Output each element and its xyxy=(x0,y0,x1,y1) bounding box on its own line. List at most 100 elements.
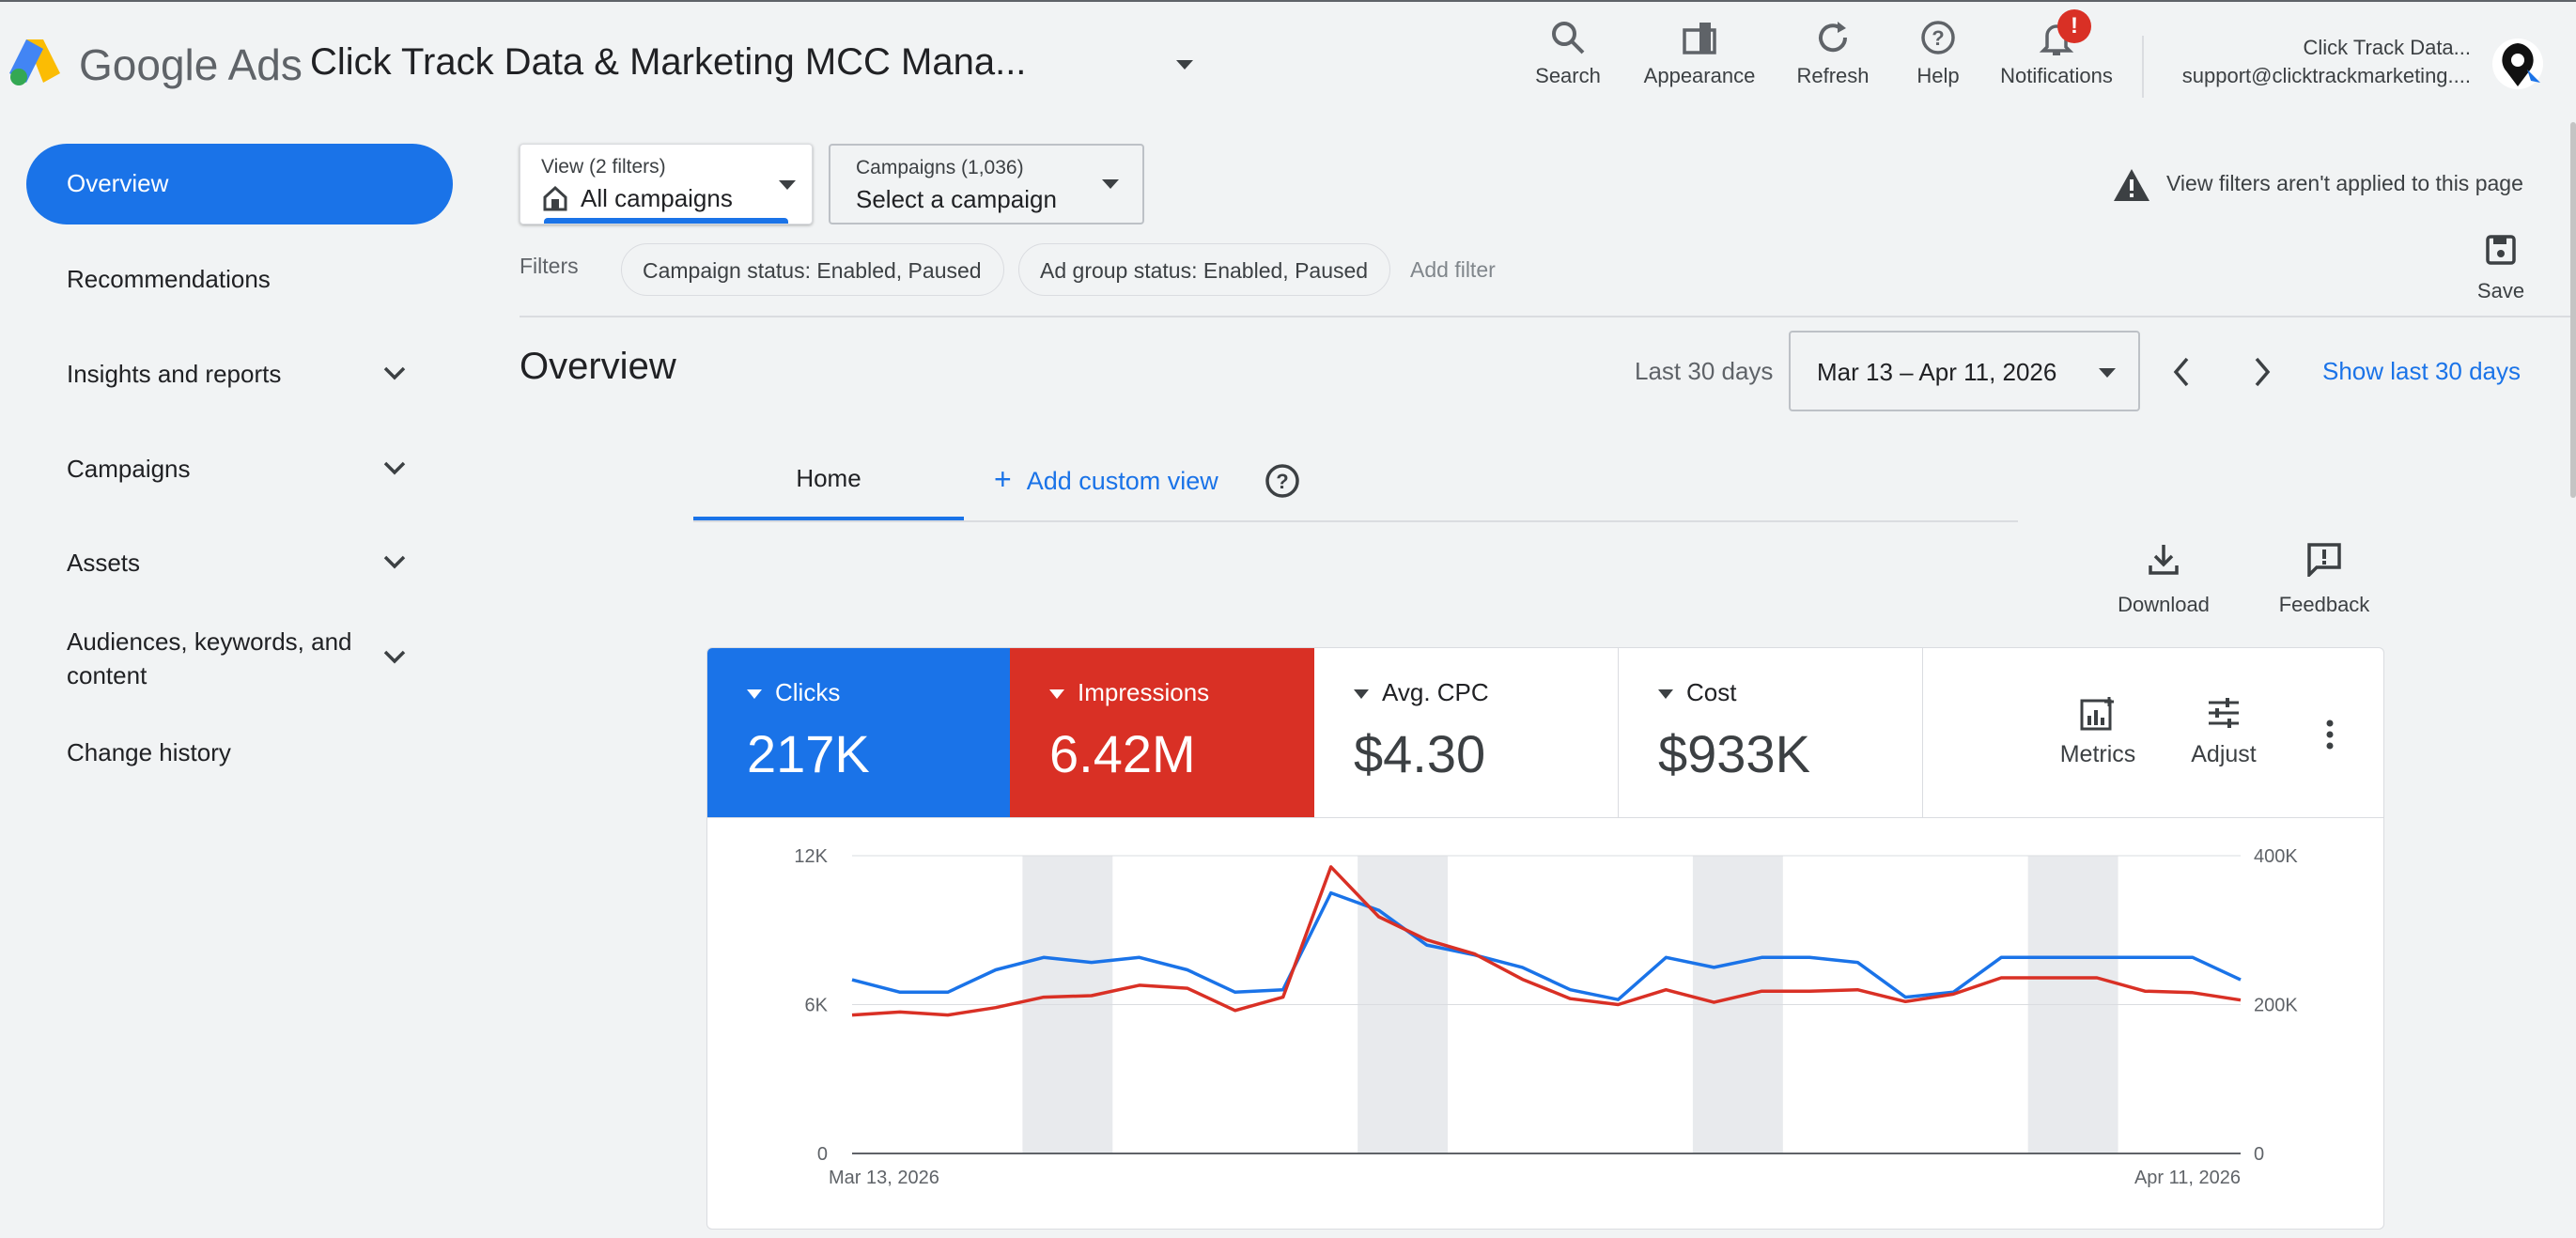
google-ads-logo[interactable]: Google Ads xyxy=(79,40,303,89)
metric-impressions[interactable]: Impressions 6.42M xyxy=(1010,648,1314,817)
sidebar-item-assets[interactable]: Assets xyxy=(67,549,141,577)
sidebar-item-label: Overview xyxy=(67,169,169,197)
account-title[interactable]: Click Track Data & Marketing MCC Mana... xyxy=(310,41,1027,83)
y-right-tick-label: 400K xyxy=(2254,846,2298,867)
tab-home-indicator xyxy=(693,517,964,520)
download-label: Download xyxy=(2118,593,2210,616)
chevron-right-icon[interactable] xyxy=(2249,355,2275,389)
campaign-selector-caption: Campaigns (1,036) xyxy=(856,157,1024,178)
date-range-picker[interactable]: Mar 13 – Apr 11, 2026 xyxy=(1789,331,2140,411)
warning-icon xyxy=(2114,169,2149,201)
tab-home[interactable]: Home xyxy=(693,464,964,520)
metric-avg-cpc[interactable]: Avg. CPC $4.30 xyxy=(1314,648,1619,817)
view-selector-caption: View (2 filters) xyxy=(541,156,666,178)
metrics-divider xyxy=(707,817,2383,818)
save-button[interactable]: Save xyxy=(2458,233,2544,303)
sidebar-item-campaigns[interactable]: Campaigns xyxy=(67,455,191,483)
dropdown-arrow-icon xyxy=(1354,689,1369,700)
series-line-impressions xyxy=(851,865,2242,1017)
search-tool[interactable]: Search xyxy=(1497,19,1638,88)
sidebar-item-audiences[interactable]: Audiences, keywords, and content xyxy=(67,627,352,689)
refresh-icon xyxy=(1819,22,1848,53)
dropdown-arrow-icon xyxy=(747,689,762,700)
chevron-down-icon[interactable] xyxy=(381,648,408,667)
help-icon[interactable]: ? xyxy=(1264,462,1301,500)
plus-icon: + xyxy=(994,462,1012,496)
tabs-divider xyxy=(693,520,2018,522)
y-left-tick-label: 0 xyxy=(817,1144,828,1165)
account-dropdown-icon[interactable] xyxy=(1176,60,1193,70)
appearance-tool[interactable]: Appearance xyxy=(1629,19,1770,88)
sidebar-item-overview[interactable]: Overview xyxy=(26,144,453,224)
refresh-tool[interactable]: Refresh xyxy=(1762,19,1903,88)
campaign-selector[interactable]: Campaigns (1,036) Select a campaign xyxy=(829,144,1144,224)
avatar[interactable] xyxy=(2491,38,2544,90)
notifications-label: Notifications xyxy=(2000,64,2113,87)
download-icon xyxy=(2149,545,2179,575)
metric-name: Avg. CPC xyxy=(1382,678,1489,706)
home-icon xyxy=(543,185,567,211)
svg-text:?: ? xyxy=(1276,470,1288,493)
chevron-down-icon[interactable] xyxy=(381,364,408,383)
show-last-30-days-link[interactable]: Show last 30 days xyxy=(2322,357,2522,385)
download-button[interactable]: Download xyxy=(2104,541,2223,617)
view-selector-value: All campaigns xyxy=(581,184,733,212)
metric-cost[interactable]: Cost $933K xyxy=(1619,648,1923,817)
sidebar-item-change-history[interactable]: Change history xyxy=(67,738,231,766)
account-info[interactable]: Click Track Data... support@clicktrackma… xyxy=(2161,36,2471,88)
add-custom-view-label: Add custom view xyxy=(1026,467,1218,495)
appearance-icon xyxy=(1683,23,1716,54)
sidebar-item-insights[interactable]: Insights and reports xyxy=(67,360,282,388)
metric-clicks[interactable]: Clicks 217K xyxy=(707,648,1010,817)
adjust-button[interactable]: Adjust xyxy=(2177,695,2271,768)
filters-label: Filters xyxy=(520,254,579,278)
add-custom-view-button[interactable]: + Add custom view xyxy=(994,462,1218,497)
x-tick-label-start: Mar 13, 2026 xyxy=(829,1168,939,1188)
help-icon: ? xyxy=(1921,21,1955,54)
feedback-button[interactable]: Feedback xyxy=(2268,541,2381,617)
x-tick-label-end: Apr 11, 2026 xyxy=(2134,1168,2241,1188)
feedback-label: Feedback xyxy=(2278,593,2370,616)
y-left-tick-label: 6K xyxy=(805,996,829,1016)
page-scrollbar[interactable] xyxy=(2570,122,2576,498)
filter-chip-campaign-status[interactable]: Campaign status: Enabled, Paused xyxy=(621,243,1004,296)
dropdown-arrow-icon xyxy=(779,180,796,190)
notifications-tool[interactable]: Notifications xyxy=(1986,19,2127,88)
performance-card: Clicks 217K Impressions 6.42M Avg. CPC $… xyxy=(706,647,2384,1230)
metric-name: Cost xyxy=(1686,678,1737,706)
metrics-button[interactable]: Metrics xyxy=(2051,695,2145,768)
metric-name: Impressions xyxy=(1078,678,1210,706)
dropdown-arrow-icon xyxy=(1658,689,1673,700)
filters-divider xyxy=(520,316,2576,317)
dropdown-arrow-icon xyxy=(1049,689,1064,700)
top-bar: Google Ads Click Track Data & Marketing … xyxy=(0,0,2576,128)
search-icon xyxy=(1552,22,1585,54)
filter-chip-ad-group-status[interactable]: Ad group status: Enabled, Paused xyxy=(1018,243,1390,296)
y-left-tick-label: 12K xyxy=(794,846,828,867)
performance-chart: 0 0 6K 200K 12K 400K Mar 13, 2026 Apr 11, 2026 xyxy=(794,846,2298,1188)
help-label: Help xyxy=(1916,64,1960,87)
filters-notice: View filters aren't applied to this page xyxy=(2166,171,2523,195)
chevron-left-icon[interactable] xyxy=(2168,355,2195,389)
search-label: Search xyxy=(1535,64,1601,87)
sidebar-item-recommendations[interactable]: Recommendations xyxy=(67,265,271,293)
metric-value: $4.30 xyxy=(1354,724,1486,783)
more-options-icon[interactable] xyxy=(2323,718,2336,751)
google-ads-logo-icon xyxy=(9,39,60,85)
metric-name: Clicks xyxy=(775,678,841,706)
tab-home-label: Home xyxy=(796,464,861,492)
y-right-tick-label: 0 xyxy=(2254,1144,2264,1165)
feedback-icon xyxy=(2307,543,2341,580)
refresh-label: Refresh xyxy=(1796,64,1870,87)
chevron-down-icon[interactable] xyxy=(381,553,408,572)
chevron-down-icon[interactable] xyxy=(381,459,408,478)
help-tool[interactable]: ? Help xyxy=(1868,19,2009,88)
svg-text:?: ? xyxy=(1932,26,1944,50)
view-selector[interactable]: View (2 filters) All campaigns xyxy=(520,144,813,224)
save-icon xyxy=(2486,235,2516,265)
series-line-clicks xyxy=(851,890,2242,1001)
add-filter-button[interactable]: Add filter xyxy=(1410,257,1496,282)
adjust-icon xyxy=(2209,698,2239,728)
notification-badge: ! xyxy=(2057,9,2091,43)
dropdown-arrow-icon xyxy=(1102,179,1119,189)
